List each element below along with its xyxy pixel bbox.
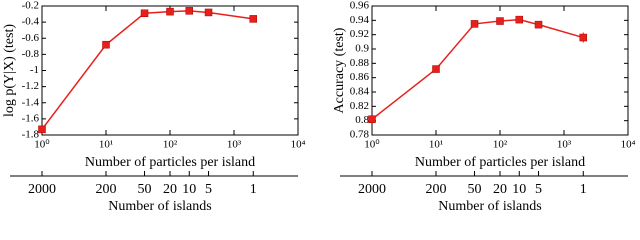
y-tick-label: 0.9: [355, 43, 369, 55]
data-line: [371, 18, 584, 120]
y-tick-label: 0.94: [350, 14, 370, 26]
marker: [496, 17, 504, 25]
x2-tick-label: 2000: [28, 182, 56, 197]
y-axis-label: Accuracy (test): [332, 27, 347, 113]
data-line: [41, 10, 254, 130]
y-tick-label: -1.4: [22, 96, 40, 108]
y-tick-label: 0.82: [350, 100, 369, 112]
plot-frame: [371, 5, 629, 136]
x-tick-label: 10¹: [99, 139, 113, 151]
y-axis-label: log p(Y|X) (test): [2, 24, 17, 117]
y-tick-label: -0.6: [22, 32, 40, 44]
x2-tick-label: 50: [468, 182, 482, 197]
x2-tick-label: 20: [163, 182, 177, 197]
y-tick-label: 0.84: [350, 86, 370, 98]
marker: [534, 20, 543, 29]
marker: [470, 20, 479, 28]
marker: [579, 33, 588, 42]
x-tick-label: 10³: [227, 139, 242, 151]
x2-tick-label: 2000: [358, 182, 386, 197]
x2-tick-label: 50: [138, 182, 152, 197]
y-tick-label: 0.8: [355, 114, 369, 126]
x2-axis-label: Number of islands: [438, 199, 541, 214]
x-tick-label: 10³: [557, 139, 572, 151]
x2-tick-label: 1: [580, 182, 587, 197]
plot-frame: [41, 5, 299, 136]
x2-tick-label: 20: [493, 182, 507, 197]
x-tick-label: 10⁴: [291, 139, 306, 151]
figure: -1.8 -1.6 -1.4 -1.2 -1 -0.8 -0.6 -0.4 -0.2 10⁰ 10¹…: [2, 0, 636, 214]
marker: [249, 15, 258, 23]
x-tick-label: 10¹: [429, 139, 443, 151]
x2-tick-label: 5: [205, 182, 212, 197]
marker: [432, 65, 440, 73]
marker: [185, 7, 194, 15]
marker: [368, 115, 376, 123]
y-tick-label: -0.2: [22, 0, 39, 12]
marker: [204, 8, 213, 17]
y-tick-label: -0.8: [22, 48, 40, 60]
marker: [166, 7, 174, 16]
x-tick-label: 10⁰: [364, 139, 380, 151]
y-tick-label: -1.6: [22, 112, 40, 124]
x2-tick-label: 5: [535, 182, 542, 197]
x2-tick-label: 200: [426, 182, 447, 197]
y-tick-label: -1.2: [22, 80, 39, 92]
y-tick-label: -1: [30, 64, 39, 76]
marker: [515, 15, 524, 24]
x2-tick-label: 1: [250, 182, 257, 197]
marker: [38, 125, 46, 134]
x-tick-label: 10⁴: [621, 139, 636, 151]
x-tick-label: 10⁰: [34, 139, 50, 151]
x-tick-label: 10²: [163, 139, 178, 151]
x-axis-label: Number of particles per island: [85, 155, 255, 170]
x2-tick-label: 10: [512, 182, 526, 197]
x-tick-label: 10²: [493, 139, 508, 151]
y-tick-label: 0.78: [350, 129, 370, 141]
x2-tick-label: 200: [96, 182, 117, 197]
x2-tick-label: 10: [182, 182, 196, 197]
x2-axis-label: Number of islands: [108, 199, 211, 214]
y-tick-label: 0.96: [350, 0, 370, 12]
y-tick-label: 0.86: [350, 71, 370, 83]
marker: [102, 40, 110, 49]
marker: [140, 9, 149, 18]
x-axis-label: Number of particles per island: [415, 155, 585, 170]
y-tick-label: -0.4: [22, 16, 40, 28]
y-tick-label: 0.88: [350, 57, 370, 69]
y-tick-label: 0.92: [350, 28, 369, 40]
y-tick-label: -1.8: [22, 129, 40, 141]
